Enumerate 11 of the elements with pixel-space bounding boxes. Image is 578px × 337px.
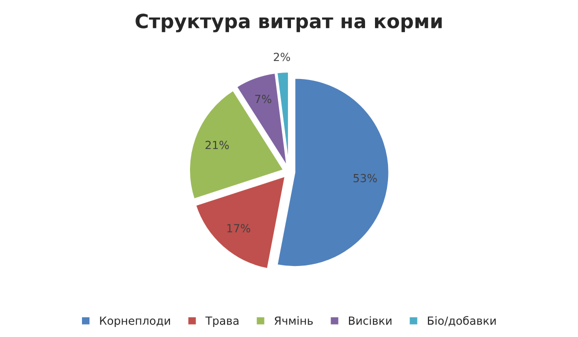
legend-label: Трава xyxy=(205,316,238,327)
data-label: 2% xyxy=(274,52,290,62)
legend-label: Висівки xyxy=(348,316,392,325)
data-label: 7% xyxy=(255,94,272,104)
data-label: 53% xyxy=(354,174,377,182)
legend-label: Біо/добавки xyxy=(428,316,496,326)
data-label: 21% xyxy=(206,140,229,150)
chart-title: Структура витрат на корми xyxy=(136,14,442,32)
legend-label: Корнеплоди xyxy=(100,316,170,327)
data-label: 17% xyxy=(227,224,250,232)
legend-label: Ячмінь xyxy=(274,316,313,325)
